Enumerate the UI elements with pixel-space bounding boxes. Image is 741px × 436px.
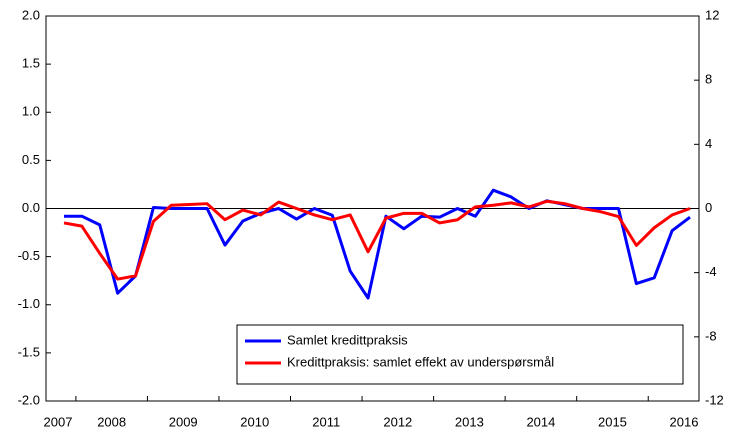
y-tick-label: 0.5 (22, 152, 40, 167)
x-tick-label: 2013 (455, 414, 484, 429)
y-tick-label: 2.0 (22, 7, 40, 22)
legend-label: Samlet kredittpraksis (287, 332, 408, 347)
x-tick-label: 2011 (312, 414, 340, 429)
y2-tick-label: 12 (705, 7, 719, 22)
x-tick-label: 2009 (169, 414, 198, 429)
x-tick-label: 2007 (44, 414, 73, 429)
x-tick-label: 2014 (526, 414, 555, 429)
x-tick-label: 2010 (240, 414, 269, 429)
x-tick-label: 2008 (97, 414, 126, 429)
y-tick-label: 1.0 (22, 104, 40, 119)
y2-tick-label: 8 (705, 72, 712, 87)
y2-tick-label: -8 (705, 328, 717, 343)
x-tick-label: 2016 (670, 414, 699, 429)
x-tick-label: 2012 (383, 414, 412, 429)
legend-box (236, 324, 684, 385)
y-tick-label: 1.5 (22, 56, 40, 71)
y-tick-label: -1.5 (18, 344, 40, 359)
y2-tick-label: 4 (705, 136, 712, 151)
y-tick-label: -2.0 (18, 392, 40, 407)
y2-tick-label: 0 (705, 200, 712, 215)
y-tick-label: -1.0 (18, 296, 40, 311)
legend-label: Kredittpraksis: samlet effekt av undersp… (287, 354, 554, 369)
series-line (63, 199, 691, 281)
y-tick-label: 0.0 (22, 200, 40, 215)
x-tick-label: 2015 (598, 414, 627, 429)
y2-tick-label: -4 (705, 264, 717, 279)
y-tick-label: -0.5 (18, 248, 40, 263)
series-line (64, 188, 691, 300)
y2-tick-label: -12 (705, 392, 724, 407)
